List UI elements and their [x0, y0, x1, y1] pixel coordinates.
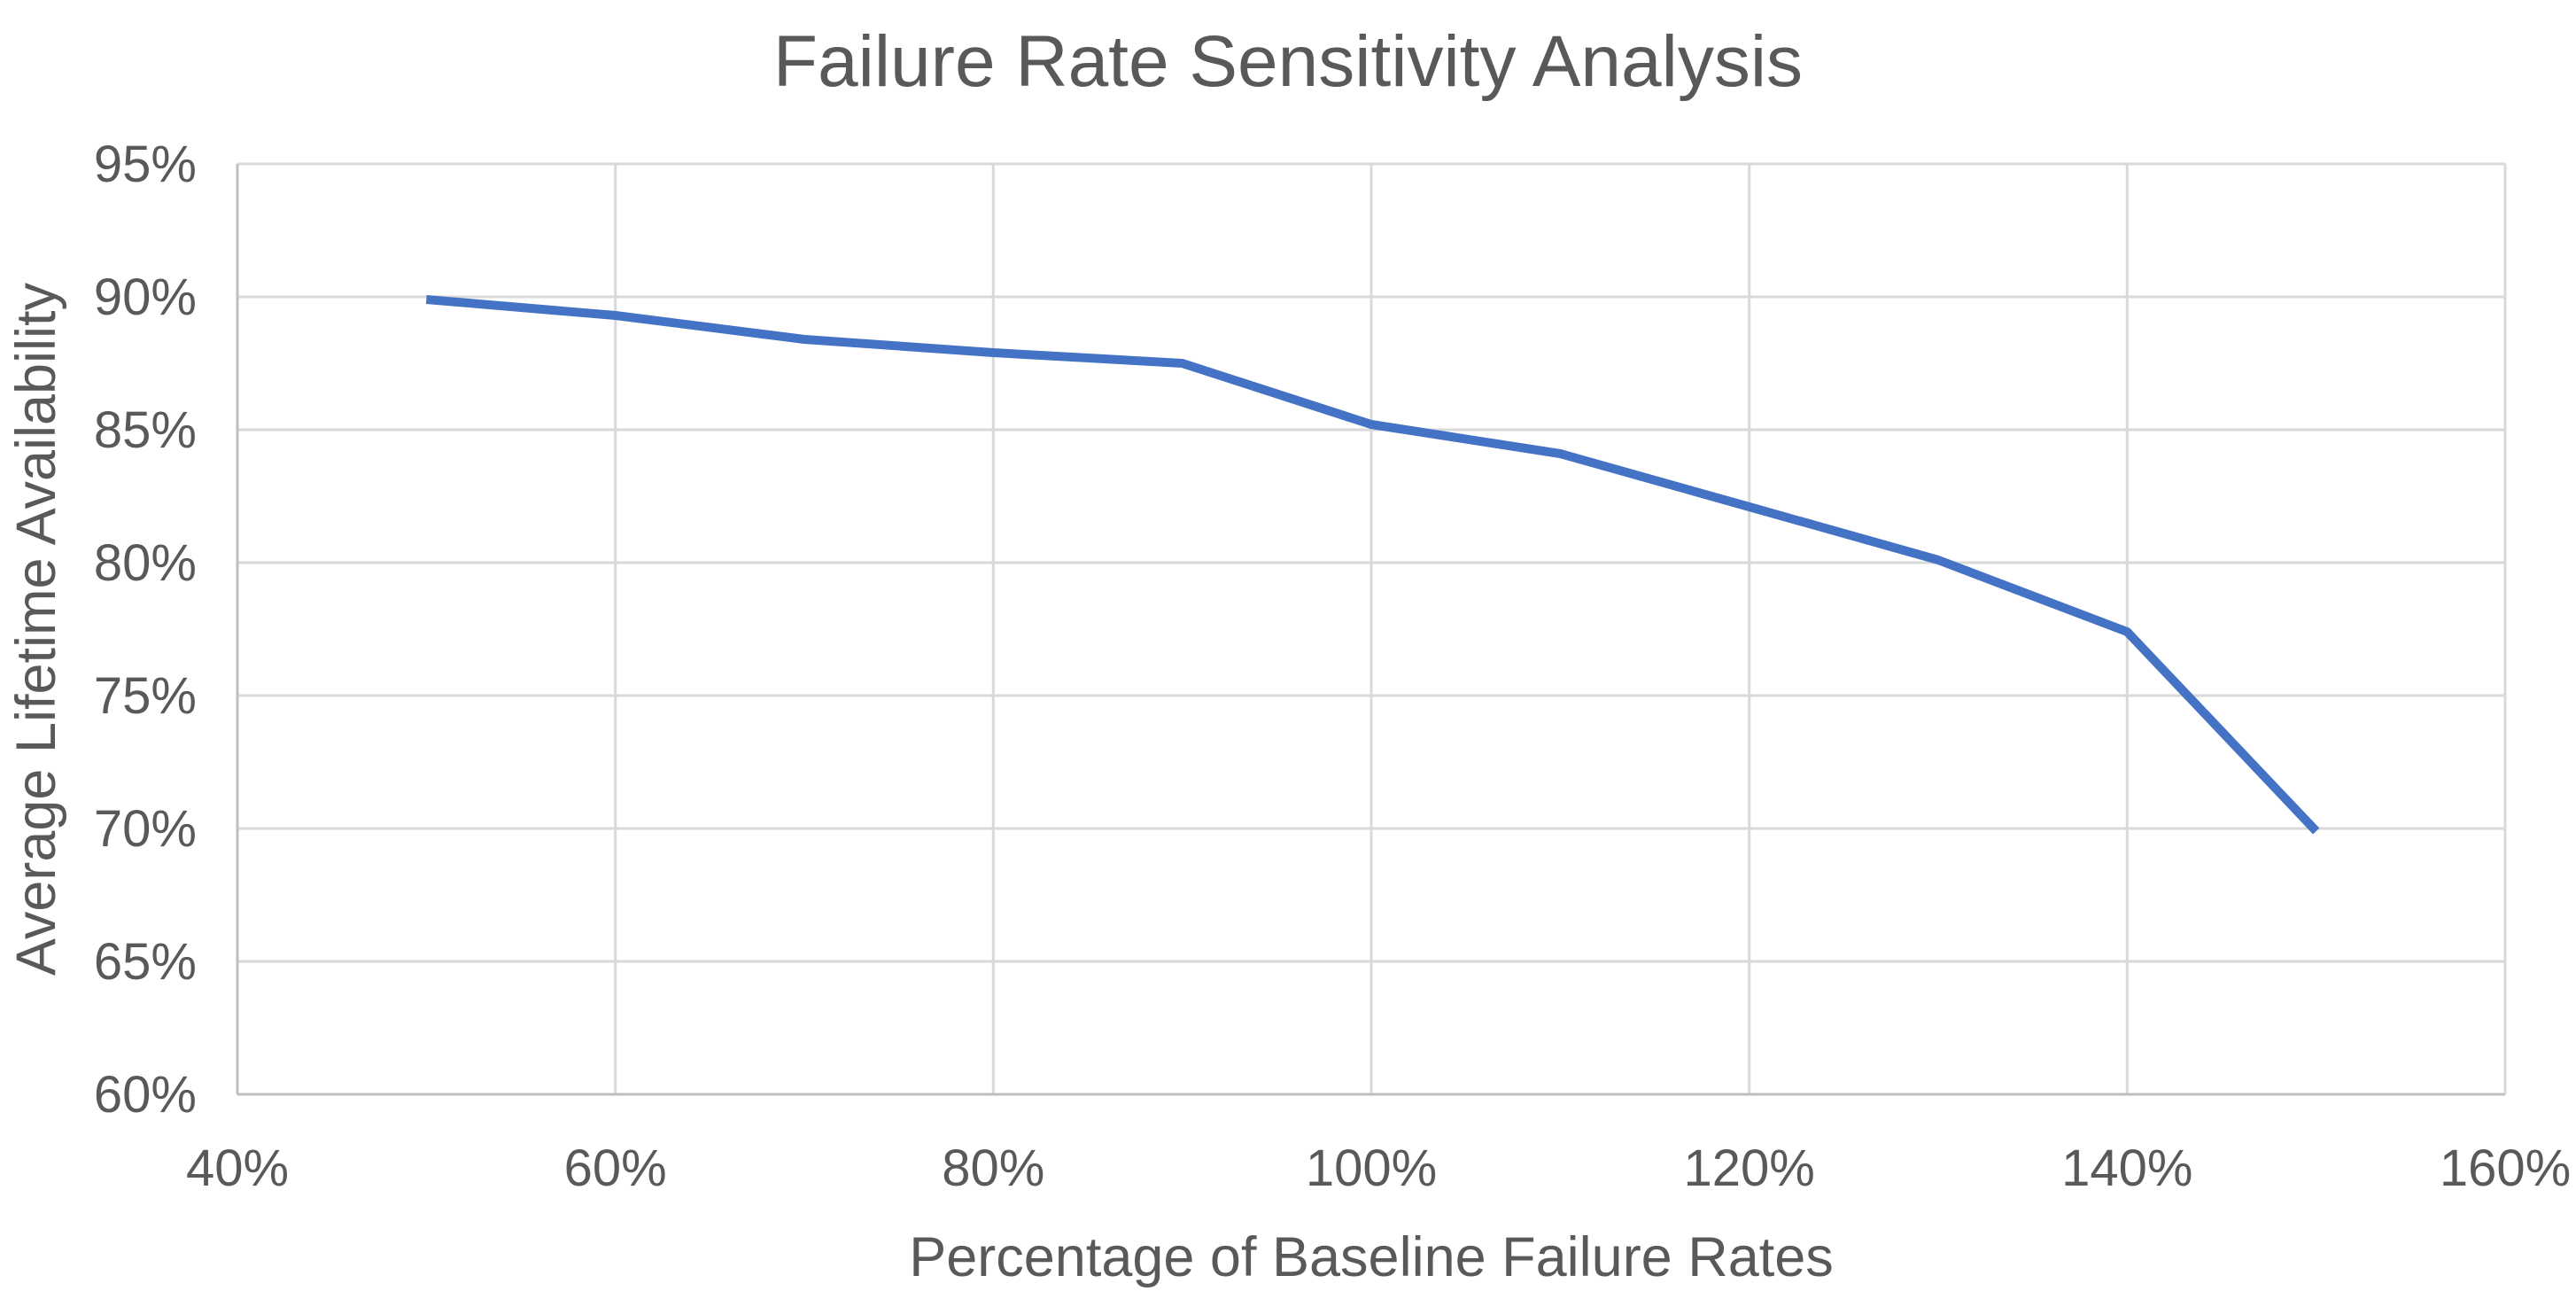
chart-title: Failure Rate Sensitivity Analysis: [773, 21, 1803, 102]
series-line: [425, 295, 2320, 835]
x-tick-label: 80%: [942, 1140, 1044, 1197]
x-tick-label: 160%: [2440, 1140, 2571, 1197]
x-tick-label: 60%: [564, 1140, 667, 1197]
y-tick-label: 60%: [94, 1066, 197, 1124]
x-axis-tick-labels: 40% 60% 80% 100% 120% 140% 160%: [186, 1140, 2571, 1197]
x-tick-label: 40%: [186, 1140, 289, 1197]
y-axis-title: Average Lifetime Availability: [5, 282, 67, 976]
availability-line: [425, 295, 2320, 835]
y-tick-label: 90%: [94, 268, 197, 326]
y-tick-label: 80%: [94, 534, 197, 592]
y-tick-label: 85%: [94, 401, 197, 459]
gridlines: [237, 162, 2507, 1094]
x-tick-label: 120%: [1683, 1140, 1814, 1197]
x-axis-title: Percentage of Baseline Failure Rates: [909, 1226, 1834, 1288]
x-tick-label: 100%: [1306, 1140, 1437, 1197]
y-tick-label: 95%: [94, 136, 197, 193]
axes: [236, 164, 2505, 1096]
x-tick-label: 140%: [2061, 1140, 2192, 1197]
y-tick-label: 70%: [94, 800, 197, 858]
y-tick-label: 75%: [94, 667, 197, 725]
y-axis-tick-labels: 60% 65% 70% 75% 80% 85% 90% 95%: [94, 136, 197, 1124]
y-tick-label: 65%: [94, 933, 197, 991]
